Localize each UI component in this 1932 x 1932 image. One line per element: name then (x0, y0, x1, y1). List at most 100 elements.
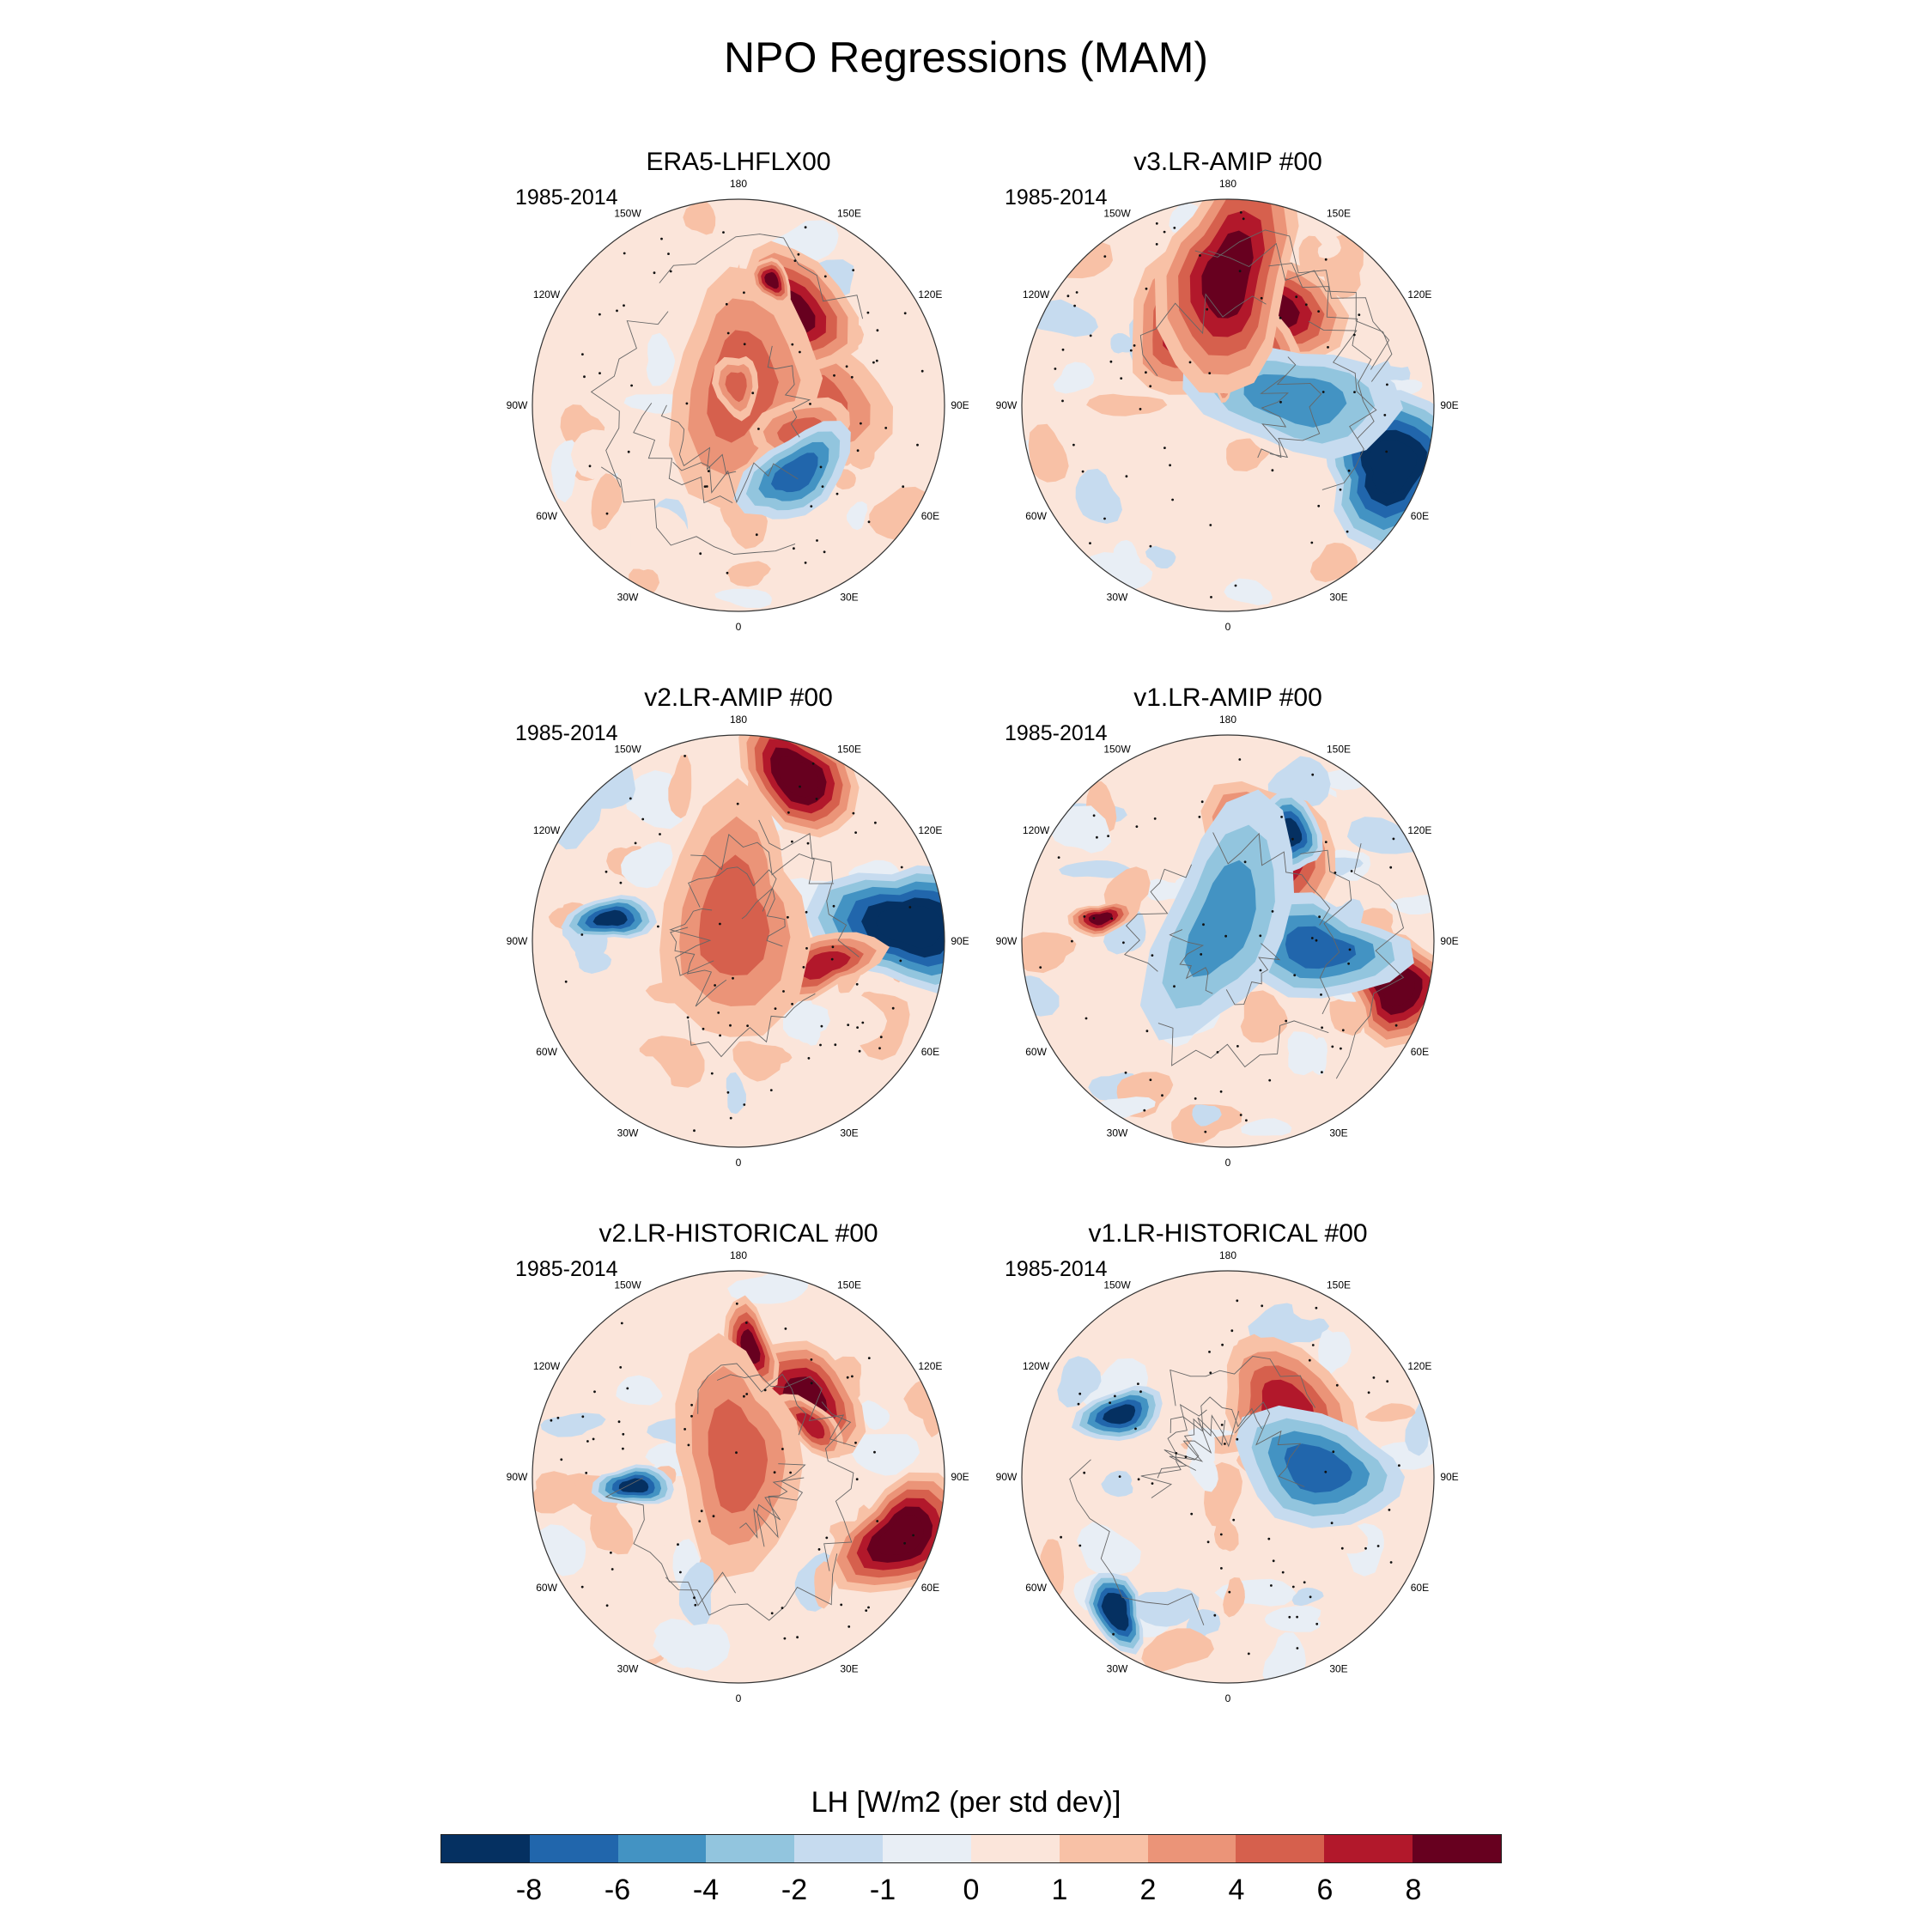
significance-dot (585, 1472, 588, 1474)
field-patch (846, 501, 868, 531)
significance-dot (840, 1603, 843, 1607)
significance-dot (1291, 837, 1294, 841)
significance-dot (1392, 837, 1395, 841)
longitude-label: 120E (1407, 1360, 1431, 1372)
negative-anomaly (1285, 926, 1357, 969)
longitude-label: 120E (1407, 824, 1431, 836)
significance-dot (834, 1043, 837, 1047)
field-patch (1351, 1356, 1397, 1415)
significance-dot (830, 957, 834, 961)
colorbar-box (1059, 1835, 1148, 1862)
coastline (1207, 242, 1393, 382)
coastline (1170, 1356, 1316, 1408)
significance-dot (1238, 758, 1242, 761)
significance-dot (693, 1129, 696, 1133)
significance-dot (1261, 1304, 1264, 1308)
coastline (1169, 929, 1213, 994)
significance-dot (1236, 1299, 1239, 1303)
significance-dot (687, 1443, 690, 1447)
significance-dot (825, 1536, 829, 1540)
negative-anomaly (1369, 440, 1418, 495)
field-patch (1309, 543, 1358, 582)
field-patch (1053, 361, 1095, 394)
longitude-label: 150E (1327, 744, 1351, 756)
significance-dot (1143, 1109, 1146, 1112)
coastline (1335, 843, 1405, 1079)
significance-dot (1234, 584, 1237, 587)
panel-period: 1985-2014 (515, 721, 618, 745)
field-patch (1028, 423, 1069, 483)
significance-dot (1139, 408, 1142, 410)
field-patch (621, 841, 673, 889)
significance-dot (690, 1414, 693, 1418)
significance-dot (1071, 939, 1073, 943)
coastline (1194, 229, 1390, 370)
significance-dot (1245, 1119, 1248, 1122)
significance-dot (867, 1606, 870, 1609)
significance-dot (884, 427, 888, 429)
positive-anomaly (698, 854, 770, 976)
significance-dot (1232, 1518, 1236, 1522)
significance-dot (1175, 1452, 1178, 1455)
significance-dot (1054, 368, 1057, 370)
significance-dot (878, 1047, 881, 1050)
significance-dot (726, 331, 730, 335)
significance-dot (712, 1515, 715, 1518)
significance-dot (580, 1585, 584, 1589)
significance-dot (699, 552, 702, 556)
significance-dot (1304, 303, 1308, 307)
significance-dot (1315, 1306, 1318, 1309)
map-panel-v1-amip: v1.LR-AMIP #00 1985-2014 180 150E 120E 90E 6… (996, 683, 1459, 1169)
field-patch (1317, 235, 1341, 258)
significance-dot (717, 1012, 720, 1014)
significance-dot (1198, 816, 1201, 818)
panel-title: v3.LR-AMIP #00 (1133, 148, 1322, 176)
coastline (659, 234, 864, 319)
coastline (1225, 943, 1281, 1005)
longitude-label: 90W (507, 935, 528, 947)
field-patch (1223, 1577, 1245, 1618)
significance-dot (726, 571, 729, 574)
significance-dot (860, 422, 862, 425)
significance-dot (1341, 1029, 1345, 1032)
field-patch (1161, 486, 1224, 504)
significance-dot (1155, 243, 1158, 246)
significance-dot (1243, 860, 1247, 864)
significance-dot (588, 465, 592, 468)
significance-dot (1200, 800, 1204, 804)
significance-dot (781, 1448, 784, 1450)
colorbar-box (1147, 1835, 1236, 1862)
longitude-label: 90E (1440, 935, 1458, 947)
longitude-label: 150E (837, 744, 861, 756)
significance-dot (805, 910, 808, 914)
significance-dot (743, 1103, 746, 1106)
field-patch (1075, 468, 1122, 524)
field-patch (1181, 1317, 1223, 1341)
significance-dot (556, 1416, 560, 1419)
map-field (1022, 1271, 1434, 1683)
significance-dot (1206, 307, 1209, 311)
significance-dot (617, 1420, 621, 1424)
significance-dot (732, 976, 734, 980)
panel-title: ERA5-LHFLX00 (646, 148, 831, 176)
significance-dot (1259, 934, 1262, 938)
significance-dot (1134, 1427, 1137, 1431)
significance-dot (705, 485, 708, 488)
polar-map: 180 150E 120E 90E 60E 30E 0 30W 60W 90W 120W 150W (996, 178, 1459, 633)
significance-dot (1346, 530, 1349, 533)
significance-dot (1347, 962, 1350, 965)
significance-dot (787, 811, 790, 814)
significance-dot (1078, 1392, 1082, 1395)
field-patch (1057, 1356, 1102, 1408)
significance-dot (667, 252, 670, 255)
field-patch (540, 1413, 606, 1437)
polar-map: 180 150E 120E 90E 60E 30E 0 30W 60W 90W 120W 150W (507, 1249, 969, 1704)
positive-anomaly (877, 1515, 925, 1556)
longitude-label: 30W (617, 1127, 639, 1139)
significance-dot (1340, 1047, 1342, 1050)
colorbar-box (441, 1835, 530, 1862)
significance-dot (1169, 464, 1171, 467)
significance-dot (1163, 230, 1166, 234)
significance-dot (1155, 222, 1158, 225)
significance-dot (1236, 1045, 1239, 1048)
